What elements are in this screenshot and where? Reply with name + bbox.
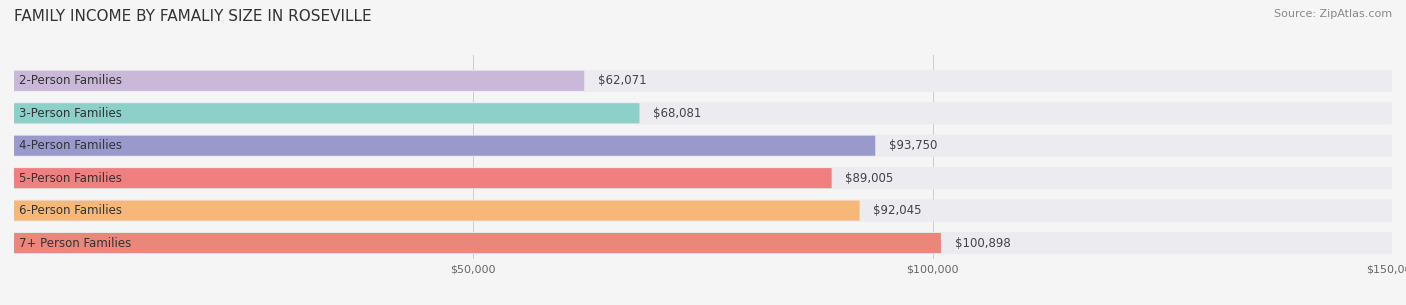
- Text: $89,005: $89,005: [845, 172, 894, 185]
- FancyBboxPatch shape: [14, 167, 1392, 189]
- Text: 6-Person Families: 6-Person Families: [18, 204, 122, 217]
- Text: 2-Person Families: 2-Person Families: [18, 74, 122, 87]
- FancyBboxPatch shape: [14, 103, 640, 123]
- FancyBboxPatch shape: [14, 201, 859, 221]
- Text: 7+ Person Families: 7+ Person Families: [18, 237, 131, 249]
- Text: $92,045: $92,045: [873, 204, 922, 217]
- FancyBboxPatch shape: [14, 199, 1392, 222]
- Text: $100,898: $100,898: [955, 237, 1011, 249]
- Text: $93,750: $93,750: [889, 139, 938, 152]
- FancyBboxPatch shape: [14, 70, 1392, 92]
- FancyBboxPatch shape: [14, 102, 1392, 124]
- FancyBboxPatch shape: [14, 232, 1392, 254]
- FancyBboxPatch shape: [14, 71, 585, 91]
- Text: 3-Person Families: 3-Person Families: [18, 107, 121, 120]
- Text: 4-Person Families: 4-Person Families: [18, 139, 122, 152]
- FancyBboxPatch shape: [14, 136, 875, 156]
- Text: Source: ZipAtlas.com: Source: ZipAtlas.com: [1274, 9, 1392, 19]
- Text: $62,071: $62,071: [598, 74, 647, 87]
- Text: $68,081: $68,081: [654, 107, 702, 120]
- Text: FAMILY INCOME BY FAMALIY SIZE IN ROSEVILLE: FAMILY INCOME BY FAMALIY SIZE IN ROSEVIL…: [14, 9, 371, 24]
- FancyBboxPatch shape: [14, 135, 1392, 157]
- FancyBboxPatch shape: [14, 233, 941, 253]
- FancyBboxPatch shape: [14, 168, 831, 188]
- Text: 5-Person Families: 5-Person Families: [18, 172, 121, 185]
